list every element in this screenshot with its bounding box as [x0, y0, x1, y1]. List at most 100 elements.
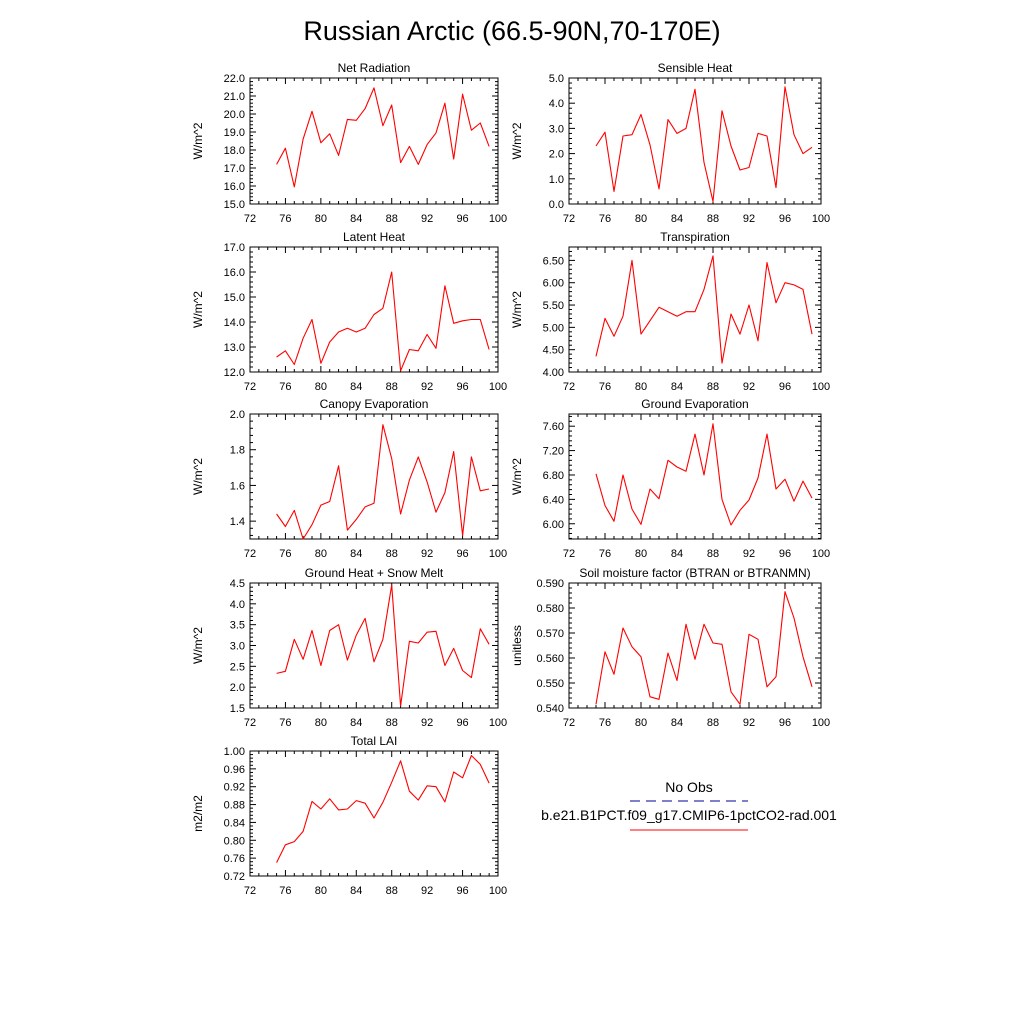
y-tick-label: 13.0 — [224, 342, 245, 354]
y-tick-label: 6.00 — [543, 519, 564, 531]
y-tick-label: 0.580 — [536, 603, 564, 615]
plot-frame — [249, 750, 499, 877]
y-tick-label: 0.540 — [536, 703, 564, 715]
x-tick-label: 88 — [707, 717, 719, 729]
x-tick-label: 80 — [315, 381, 327, 393]
plot-frame — [249, 77, 499, 205]
x-tick-label: 80 — [635, 717, 647, 729]
chart-panel: Canopy Evaporation W/m^2 72 76 80 84 88 92 96 100… — [191, 397, 507, 560]
y-axis-label: W/m^2 — [510, 458, 524, 495]
x-tick-label: 76 — [279, 213, 291, 225]
x-tick-label: 92 — [421, 548, 433, 560]
x-tick-label: 88 — [386, 213, 398, 225]
x-tick-label: 88 — [386, 717, 398, 729]
y-tick-label: 5.0 — [549, 73, 564, 85]
x-tick-label: 88 — [386, 548, 398, 560]
x-tick-label: 96 — [779, 548, 791, 560]
x-tick-label: 96 — [456, 717, 468, 729]
y-tick-label: 3.0 — [230, 641, 245, 653]
x-tick-label: 92 — [421, 717, 433, 729]
x-tick-label: 72 — [244, 717, 256, 729]
x-tick-label: 100 — [812, 548, 830, 560]
panel-title: Latent Heat — [343, 230, 406, 244]
series-line — [276, 584, 490, 707]
panel-title: Ground Heat + Snow Melt — [305, 566, 444, 580]
x-tick-label: 100 — [489, 381, 507, 393]
x-tick-label: 96 — [456, 885, 468, 897]
series-line — [276, 87, 490, 188]
y-tick-label: 15.0 — [224, 292, 245, 304]
series-line — [595, 423, 813, 526]
x-tick-label: 96 — [456, 381, 468, 393]
y-axis-label: m2/m2 — [191, 795, 205, 832]
y-tick-label: 0.0 — [549, 199, 564, 211]
y-tick-label: 4.0 — [230, 599, 245, 611]
y-axis-label: unitless — [510, 625, 524, 666]
y-tick-label: 22.0 — [224, 73, 245, 85]
y-tick-label: 5.50 — [543, 300, 564, 312]
x-tick-label: 92 — [743, 717, 755, 729]
x-tick-label: 88 — [707, 213, 719, 225]
x-tick-label: 84 — [350, 548, 362, 560]
chart-panel: Ground Heat + Snow Melt W/m^2 72 76 80 84 88 92… — [191, 566, 507, 729]
x-tick-label: 100 — [489, 885, 507, 897]
y-tick-label: 6.50 — [543, 255, 564, 267]
x-tick-label: 72 — [244, 548, 256, 560]
x-tick-label: 84 — [350, 381, 362, 393]
x-tick-label: 84 — [671, 717, 683, 729]
y-tick-label: 0.560 — [536, 653, 564, 665]
y-tick-label: 1.5 — [230, 703, 245, 715]
y-tick-label: 7.60 — [543, 421, 564, 433]
y-tick-label: 4.5 — [230, 578, 245, 590]
y-tick-label: 4.50 — [543, 345, 564, 357]
panel-title: Sensible Heat — [658, 61, 733, 75]
y-tick-label: 20.0 — [224, 109, 245, 121]
y-tick-label: 4.00 — [543, 367, 564, 379]
x-tick-label: 76 — [599, 548, 611, 560]
x-tick-label: 84 — [350, 717, 362, 729]
series-line — [595, 86, 813, 203]
y-axis-label: W/m^2 — [191, 458, 205, 495]
panel-grid: Net Radiation W/m^2 72 76 80 84 88 92 96 100 15.0 1… — [191, 61, 830, 897]
x-tick-label: 96 — [779, 381, 791, 393]
x-tick-label: 72 — [563, 548, 575, 560]
x-tick-label: 96 — [779, 213, 791, 225]
y-tick-label: 16.0 — [224, 267, 245, 279]
x-tick-label: 88 — [707, 381, 719, 393]
y-tick-label: 6.80 — [543, 470, 564, 482]
y-tick-label: 2.5 — [230, 661, 245, 673]
x-tick-label: 92 — [421, 381, 433, 393]
series-line — [276, 754, 490, 863]
chart-panel: Transpiration W/m^2 72 76 80 84 88 92 96 100 4.00 4… — [510, 230, 830, 393]
panel-title: Soil moisture factor (BTRAN or BTRANMN) — [579, 566, 810, 580]
x-tick-label: 76 — [599, 381, 611, 393]
legend-obs-label: No Obs — [665, 779, 712, 795]
y-tick-label: 1.8 — [230, 445, 245, 457]
x-tick-label: 96 — [779, 717, 791, 729]
figure-title: Russian Arctic (66.5-90N,70-170E) — [303, 16, 720, 46]
y-tick-label: 18.0 — [224, 145, 245, 157]
panel-title: Total LAI — [351, 734, 398, 748]
x-tick-label: 96 — [456, 548, 468, 560]
chart-panel: Sensible Heat W/m^2 72 76 80 84 88 92 96 100 0.0 1.… — [510, 61, 830, 225]
y-tick-label: 17.0 — [224, 242, 245, 254]
x-tick-label: 84 — [350, 213, 362, 225]
y-tick-label: 0.570 — [536, 628, 564, 640]
panel-title: Ground Evaporation — [641, 397, 748, 411]
x-tick-label: 76 — [599, 213, 611, 225]
chart-panel: Net Radiation W/m^2 72 76 80 84 88 92 96 100 15.0 1… — [191, 61, 507, 225]
y-tick-label: 2.0 — [230, 682, 245, 694]
x-tick-label: 100 — [489, 213, 507, 225]
chart-panel: Total LAI m2/m2 72 76 80 84 88 92 96 100 0.72 0.76 0… — [191, 734, 507, 897]
x-tick-label: 80 — [635, 213, 647, 225]
legend: No Obs b.e21.B1PCT.f09_g17.CMIP6-1pctCO2… — [541, 779, 837, 831]
y-tick-label: 1.0 — [549, 174, 564, 186]
plot-frame — [568, 413, 822, 540]
y-tick-label: 6.40 — [543, 494, 564, 506]
y-axis-label: W/m^2 — [191, 627, 205, 664]
y-axis-label: W/m^2 — [510, 291, 524, 328]
y-axis-label: W/m^2 — [510, 122, 524, 159]
panel-title: Transpiration — [660, 230, 730, 244]
y-tick-label: 3.0 — [549, 123, 564, 135]
